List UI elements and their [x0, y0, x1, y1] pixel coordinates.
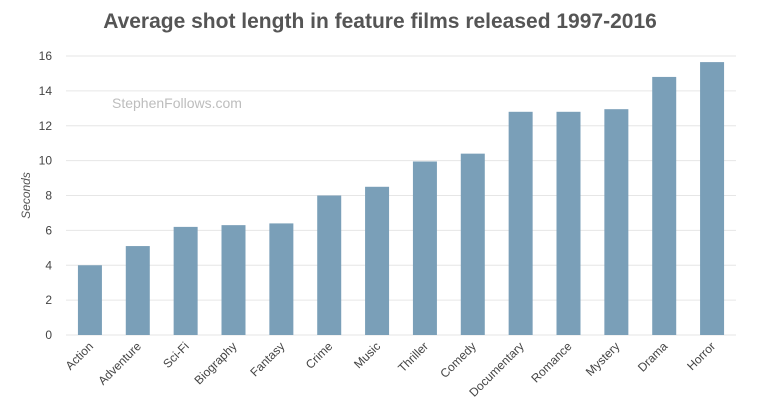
- x-category-label: Mystery: [583, 339, 623, 379]
- y-tick-label: 10: [39, 154, 53, 168]
- x-category-labels: Action Adventure Sci-Fi Biography Fantasy Cri…: [63, 339, 719, 400]
- x-category-label: Romance: [528, 339, 574, 385]
- x-category-label: Horror: [684, 339, 718, 373]
- y-tick-label: 14: [39, 84, 53, 98]
- x-category-label: Action: [63, 339, 96, 372]
- bar: [173, 226, 198, 335]
- bar: [221, 225, 246, 335]
- x-category-label: Music: [351, 339, 383, 371]
- bar: [365, 186, 390, 335]
- bar: [317, 195, 342, 335]
- y-tick-label: 8: [45, 189, 52, 203]
- bars: [77, 62, 725, 336]
- y-axis-label: Seconds: [19, 172, 33, 219]
- watermark: StephenFollows.com: [112, 95, 242, 111]
- y-tick-label: 4: [45, 258, 52, 272]
- bar: [412, 161, 437, 335]
- x-category-label: Thriller: [395, 339, 431, 375]
- bar: [269, 223, 294, 335]
- bar: [125, 246, 150, 335]
- bar: [700, 62, 725, 336]
- x-category-label: Sci-Fi: [160, 339, 192, 371]
- bar: [556, 111, 581, 335]
- x-category-label: Crime: [303, 339, 336, 372]
- y-tick-label: 16: [39, 49, 53, 63]
- x-category-label: Comedy: [437, 339, 478, 380]
- x-category-label: Biography: [192, 339, 240, 387]
- chart-title: Average shot length in feature films rel…: [103, 10, 657, 33]
- y-tick-label: 12: [39, 119, 53, 133]
- y-tick-label: 6: [45, 223, 52, 237]
- x-category-label: Fantasy: [247, 339, 287, 379]
- bar: [604, 109, 629, 335]
- x-category-label: Drama: [635, 339, 671, 375]
- x-category-label: Adventure: [95, 339, 144, 388]
- y-tick-label: 0: [45, 328, 52, 342]
- bar: [77, 265, 102, 335]
- bar: [460, 153, 485, 335]
- y-tick-label: 2: [45, 293, 52, 307]
- bar: [652, 76, 677, 336]
- y-tick-labels: 0 2 4 6 8 10 12 14 16: [39, 49, 53, 342]
- bar: [508, 111, 533, 335]
